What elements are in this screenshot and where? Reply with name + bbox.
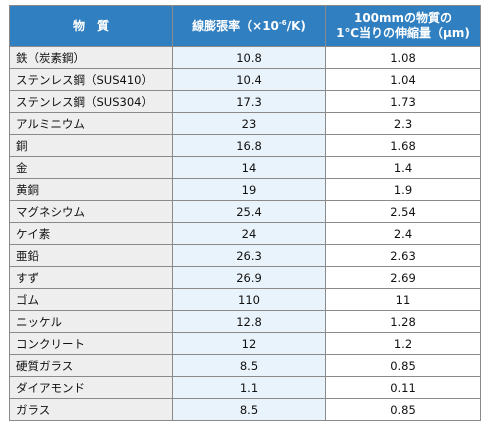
header-material-label: 物 質 <box>72 18 109 33</box>
header-coef-exponent: -6 <box>278 18 287 27</box>
material-cell: すず <box>9 266 173 289</box>
material-cell: 銅 <box>9 134 173 157</box>
growth-cell: 1.9 <box>325 178 481 201</box>
growth-cell: 1.08 <box>325 46 481 69</box>
growth-cell: 2.69 <box>325 266 481 289</box>
coefficient-cell: 12 <box>172 332 326 355</box>
coefficient-cell: 17.3 <box>172 90 326 113</box>
header-coef-main: 線膨張率（×10 <box>192 18 279 33</box>
growth-cell: 0.85 <box>325 398 481 421</box>
table-row: ケイ素 24 2.4 <box>9 222 481 245</box>
coefficient-cell: 24 <box>172 222 326 245</box>
growth-cell: 1.73 <box>325 90 481 113</box>
material-cell: ダイアモンド <box>9 376 173 399</box>
coefficient-cell: 8.5 <box>172 398 326 421</box>
table-row: ニッケル 12.8 1.28 <box>9 310 481 333</box>
header-coef-unit: /K) <box>286 18 306 33</box>
thermal-expansion-table: 物 質 線膨張率（×10-6/K) 100mmの物質の 1℃当りの伸縮量（μm) … <box>9 5 481 421</box>
material-cell: コンクリート <box>9 332 173 355</box>
growth-cell: 1.2 <box>325 332 481 355</box>
coefficient-cell: 110 <box>172 288 326 311</box>
header-row: 物 質 線膨張率（×10-6/K) 100mmの物質の 1℃当りの伸縮量（μm) <box>9 5 481 47</box>
table-row: ステンレス鋼（SUS410） 10.4 1.04 <box>9 68 481 91</box>
growth-cell: 1.04 <box>325 68 481 91</box>
coefficient-cell: 26.3 <box>172 244 326 267</box>
growth-cell: 2.4 <box>325 222 481 245</box>
material-cell: マグネシウム <box>9 200 173 223</box>
table-row: マグネシウム 25.4 2.54 <box>9 200 481 223</box>
coefficient-cell: 10.4 <box>172 68 326 91</box>
table-row: 亜鉛 26.3 2.63 <box>9 244 481 267</box>
table-row: 硬質ガラス 8.5 0.85 <box>9 354 481 377</box>
table-header: 物 質 線膨張率（×10-6/K) 100mmの物質の 1℃当りの伸縮量（μm) <box>9 5 481 47</box>
growth-cell: 2.54 <box>325 200 481 223</box>
growth-cell: 0.11 <box>325 376 481 399</box>
material-cell: ニッケル <box>9 310 173 333</box>
coefficient-cell: 14 <box>172 156 326 179</box>
material-cell: ステンレス鋼（SUS410） <box>9 68 173 91</box>
coefficient-cell: 8.5 <box>172 354 326 377</box>
material-cell: 亜鉛 <box>9 244 173 267</box>
header-growth-line1: 100mmの物質の <box>353 11 453 25</box>
growth-cell: 1.4 <box>325 156 481 179</box>
growth-cell: 1.68 <box>325 134 481 157</box>
table-row: ガラス 8.5 0.85 <box>9 398 481 421</box>
table-row: ステンレス鋼（SUS304） 17.3 1.73 <box>9 90 481 113</box>
header-expansion-coefficient: 線膨張率（×10-6/K) <box>172 5 326 47</box>
expansion-table-container: 物 質 線膨張率（×10-6/K) 100mmの物質の 1℃当りの伸縮量（μm) … <box>9 5 481 421</box>
header-material: 物 質 <box>9 5 173 47</box>
growth-cell: 0.85 <box>325 354 481 377</box>
material-cell: ケイ素 <box>9 222 173 245</box>
coefficient-cell: 23 <box>172 112 326 135</box>
table-row: ダイアモンド 1.1 0.11 <box>9 376 481 399</box>
coefficient-cell: 16.8 <box>172 134 326 157</box>
table-row: コンクリート 12 1.2 <box>9 332 481 355</box>
material-cell: アルミニウム <box>9 112 173 135</box>
growth-cell: 2.63 <box>325 244 481 267</box>
coefficient-cell: 26.9 <box>172 266 326 289</box>
coefficient-cell: 25.4 <box>172 200 326 223</box>
material-cell: 黄銅 <box>9 178 173 201</box>
header-growth-line2: 1℃当りの伸縮量（μm) <box>336 26 470 40</box>
coefficient-cell: 1.1 <box>172 376 326 399</box>
material-cell: 鉄（炭素鋼） <box>9 46 173 69</box>
table-row: 銅 16.8 1.68 <box>9 134 481 157</box>
table-row: 金 14 1.4 <box>9 156 481 179</box>
table-row: ゴム 110 11 <box>9 288 481 311</box>
material-cell: 硬質ガラス <box>9 354 173 377</box>
growth-cell: 2.3 <box>325 112 481 135</box>
material-cell: ガラス <box>9 398 173 421</box>
coefficient-cell: 10.8 <box>172 46 326 69</box>
growth-cell: 1.28 <box>325 310 481 333</box>
table-row: 黄銅 19 1.9 <box>9 178 481 201</box>
material-cell: ステンレス鋼（SUS304） <box>9 90 173 113</box>
growth-cell: 11 <box>325 288 481 311</box>
table-body: 鉄（炭素鋼） 10.8 1.08 ステンレス鋼（SUS410） 10.4 1.04 ステンレ… <box>9 46 481 421</box>
header-growth-per-degree: 100mmの物質の 1℃当りの伸縮量（μm) <box>325 5 481 47</box>
table-row: すず 26.9 2.69 <box>9 266 481 289</box>
coefficient-cell: 19 <box>172 178 326 201</box>
material-cell: ゴム <box>9 288 173 311</box>
table-row: 鉄（炭素鋼） 10.8 1.08 <box>9 46 481 69</box>
material-cell: 金 <box>9 156 173 179</box>
table-row: アルミニウム 23 2.3 <box>9 112 481 135</box>
coefficient-cell: 12.8 <box>172 310 326 333</box>
